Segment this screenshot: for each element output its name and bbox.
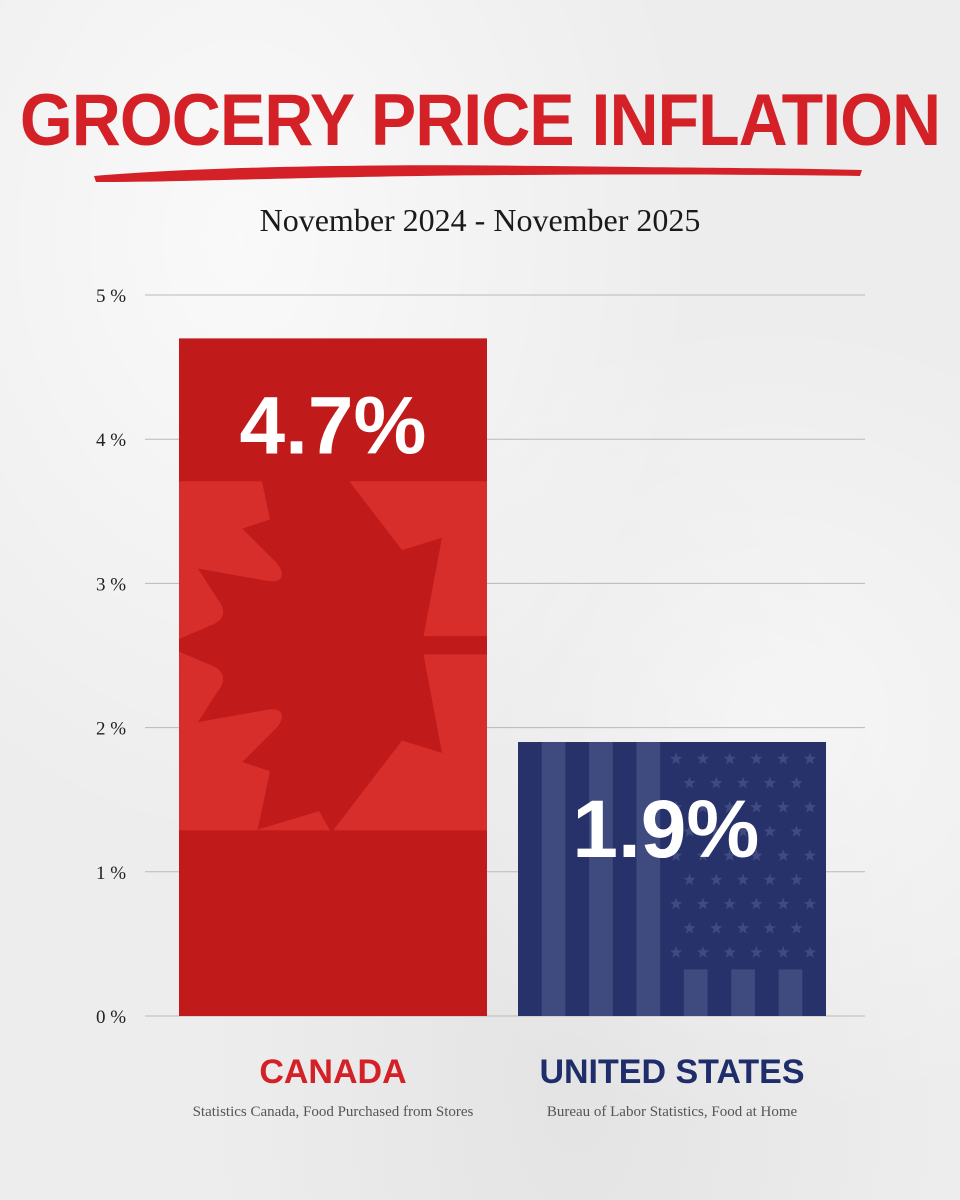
star-icon: [803, 849, 817, 861]
star-icon: [736, 921, 750, 934]
star-icon: [736, 873, 750, 886]
star-icon: [777, 800, 790, 813]
star-icon: [710, 776, 723, 789]
flag-stripe: [541, 742, 566, 1016]
star-icon: [723, 849, 736, 861]
star-icon: [670, 897, 683, 910]
flag-stripe: [636, 742, 661, 1016]
star-icon: [723, 752, 736, 765]
maple-leaf-icon: [179, 457, 487, 833]
y-tick-label: 2 %: [96, 719, 126, 740]
y-axis-ticks: 0 % 1 % 2 % 3 % 4 % 5 %: [96, 286, 126, 1028]
star-icon: [710, 825, 723, 837]
star-icon: [763, 776, 776, 789]
category-label-united-states: UNITED STATES: [539, 1053, 805, 1091]
star-icon: [803, 897, 817, 910]
star-icon: [683, 873, 696, 886]
star-icon: [750, 946, 763, 958]
star-icon: [750, 752, 763, 765]
star-icon: [777, 849, 790, 861]
title-underline-stroke: [94, 165, 862, 182]
star-icon: [777, 946, 790, 958]
bars: [179, 338, 826, 1016]
y-tick-label: 4 %: [96, 430, 126, 451]
star-icon: [736, 825, 750, 837]
star-icon: [696, 752, 710, 765]
star-icon: [710, 873, 723, 886]
star-icon: [750, 897, 763, 910]
star-icon: [790, 873, 803, 886]
star-icon: [696, 849, 710, 861]
star-icon: [670, 849, 683, 861]
star-icon: [763, 825, 776, 837]
star-icon: [723, 800, 736, 813]
star-icon: [790, 776, 803, 789]
star-icon: [723, 946, 736, 958]
category-label-canada: CANADA: [259, 1053, 407, 1091]
y-tick-label: 0 %: [96, 1007, 126, 1028]
star-icon: [696, 946, 710, 958]
star-icon: [723, 897, 736, 910]
source-united-states: Bureau of Labor Statistics, Food at Home: [546, 1104, 798, 1120]
y-tick-label: 3 %: [96, 574, 126, 595]
star-icon: [670, 946, 683, 958]
star-icon: [670, 752, 683, 765]
flag-stripe: [589, 742, 613, 1016]
star-icon: [803, 800, 817, 813]
star-icon: [683, 776, 696, 789]
page-title: GROCERY PRICE INFLATION: [19, 78, 941, 162]
bar-value-label-canada: 4.7%: [240, 380, 427, 471]
bar-united-states: [518, 742, 826, 1016]
bar-value-label-united-states: 1.9%: [572, 784, 759, 875]
chart-subtitle: November 2024 - November 2025: [259, 202, 701, 238]
star-icon: [696, 897, 710, 910]
star-icon: [670, 800, 683, 813]
star-icon: [683, 825, 696, 837]
star-icon: [777, 752, 790, 765]
bar-value-labels: 4.7% 1.9%: [240, 380, 760, 875]
star-icon: [803, 752, 817, 765]
star-icon: [683, 921, 696, 934]
star-icon: [803, 946, 817, 958]
star-icon: [790, 825, 803, 837]
bar-canada: [179, 338, 487, 1016]
star-icon: [750, 800, 763, 813]
star-icon: [763, 921, 776, 934]
star-icon: [696, 800, 710, 813]
star-icon: [763, 873, 776, 886]
star-icon: [750, 849, 763, 861]
star-icon: [777, 897, 790, 910]
y-tick-label: 1 %: [96, 863, 126, 884]
source-canada: Statistics Canada, Food Purchased from S…: [192, 1104, 474, 1120]
star-icon: [710, 921, 723, 934]
star-icon: [790, 921, 803, 934]
star-icon: [736, 776, 750, 789]
y-tick-label: 5 %: [96, 286, 126, 307]
